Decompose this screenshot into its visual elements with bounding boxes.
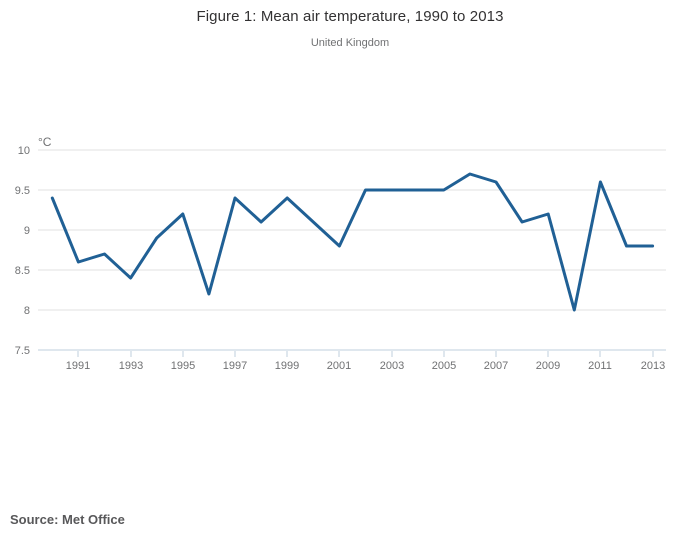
x-tick-label: 1997 xyxy=(223,360,247,372)
x-tick-label: 2009 xyxy=(536,360,560,372)
x-tick-label: 2007 xyxy=(484,360,508,372)
x-tick-label: 2001 xyxy=(327,360,351,372)
y-tick-label: 9.5 xyxy=(15,185,30,197)
y-axis-unit-label: °C xyxy=(38,135,52,149)
x-tick-label: 1995 xyxy=(171,360,195,372)
x-tick-label: 2005 xyxy=(432,360,456,372)
y-tick-label: 9 xyxy=(24,225,30,237)
y-tick-label: 7.5 xyxy=(15,345,30,357)
chart-subtitle: United Kingdom xyxy=(310,37,390,49)
chart-title: Figure 1: Mean air temperature, 1990 to … xyxy=(196,8,504,25)
x-tick-label: 2011 xyxy=(588,360,612,372)
x-tick-label: 1991 xyxy=(66,360,90,372)
y-tick-label: 8.5 xyxy=(15,265,30,277)
source-note: Source: Met Office xyxy=(10,512,125,527)
x-tick-label: 1993 xyxy=(119,360,143,372)
x-tick-label: 2013 xyxy=(641,360,665,372)
y-tick-label: 8 xyxy=(24,305,30,317)
x-tick-label: 2003 xyxy=(380,360,404,372)
x-tick-label: 1999 xyxy=(275,360,299,372)
y-tick-label: 10 xyxy=(18,145,30,157)
temperature-series-line xyxy=(50,172,655,312)
